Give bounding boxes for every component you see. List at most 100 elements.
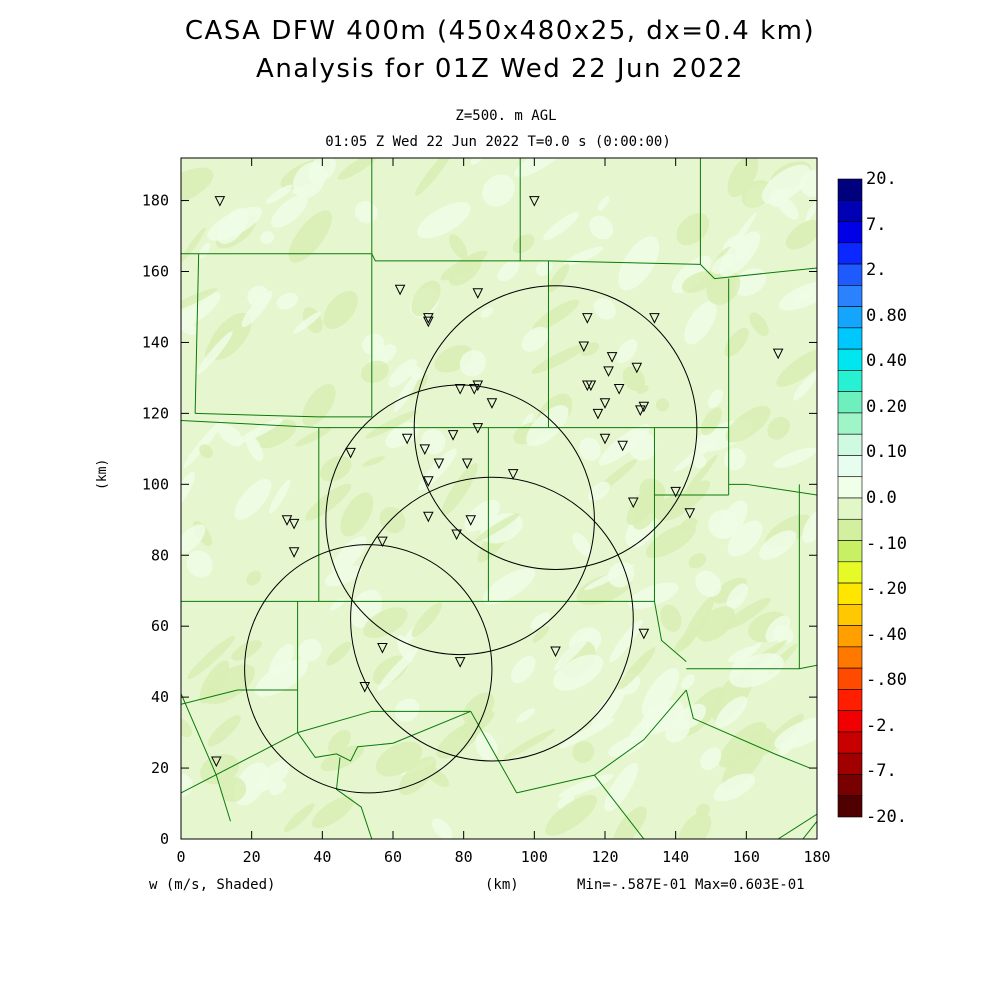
field-patch-positive bbox=[708, 389, 724, 409]
field-patch-positive bbox=[723, 448, 746, 471]
station-marker bbox=[214, 196, 226, 207]
colorbar-swatch bbox=[837, 561, 863, 584]
field-patch-negative bbox=[701, 407, 722, 436]
field-patch-positive bbox=[572, 532, 591, 557]
colorbar-label: -.40 bbox=[866, 624, 907, 645]
field-patch-positive bbox=[255, 759, 291, 792]
colorbar-swatch bbox=[837, 604, 863, 626]
field-patch-negative bbox=[572, 740, 595, 764]
station-marker bbox=[649, 313, 660, 324]
field-patch-positive bbox=[183, 419, 224, 468]
level-subtitle: Z=500. m AGL bbox=[455, 108, 557, 124]
field-patch-positive bbox=[514, 158, 566, 178]
colorbar-swatch bbox=[837, 646, 863, 669]
station-marker bbox=[772, 348, 784, 360]
county-boundary-line bbox=[774, 753, 811, 769]
field-patch-positive bbox=[324, 565, 362, 587]
colorbar-label: 7. bbox=[866, 214, 887, 235]
colorbar-swatch bbox=[837, 433, 863, 456]
station-marker bbox=[377, 642, 388, 654]
field-patch-positive bbox=[388, 358, 417, 388]
colorbar-label: -.20 bbox=[866, 579, 907, 600]
field-patch-positive bbox=[362, 333, 385, 355]
title-line-1: CASA DFW 400m (450x480x25, dx=0.4 km) bbox=[184, 16, 816, 46]
field-patch-negative bbox=[455, 710, 495, 740]
station-marker bbox=[394, 284, 406, 296]
station-marker bbox=[592, 408, 604, 420]
field-patch-positive bbox=[729, 653, 784, 688]
field-patch-negative bbox=[181, 717, 193, 737]
colorbar-swatch bbox=[837, 263, 863, 286]
field-patch-negative bbox=[645, 523, 696, 559]
colorbar-swatch bbox=[837, 731, 863, 754]
axis-ticks: 0 20 40 60 80 100 120 140 160 180 0 20 40 60 80 100 120 1… bbox=[142, 158, 831, 866]
colorbar-label: -7. bbox=[866, 761, 897, 782]
station-marker bbox=[684, 508, 696, 519]
colorbar-label: -2. bbox=[866, 715, 897, 736]
field-patch-negative bbox=[365, 410, 417, 439]
field-patch-positive bbox=[640, 700, 684, 735]
field-patch-positive bbox=[207, 206, 263, 241]
station-marker bbox=[606, 352, 618, 363]
field-patch-positive bbox=[591, 688, 625, 730]
field-patch-negative bbox=[407, 375, 429, 398]
field-patch-negative bbox=[727, 158, 759, 198]
field-patch-negative bbox=[288, 210, 332, 263]
colorbar-swatch bbox=[837, 455, 863, 478]
station-marker bbox=[359, 681, 371, 693]
field-patch-negative bbox=[320, 745, 364, 772]
colorbar-swatch bbox=[837, 625, 863, 648]
field-patch-negative bbox=[672, 480, 711, 514]
station-marker bbox=[627, 497, 639, 509]
field-patch-negative bbox=[398, 756, 437, 796]
x-tick-label: 180 bbox=[803, 848, 830, 866]
field-patch-positive bbox=[482, 174, 515, 207]
y-tick-label: 180 bbox=[142, 192, 169, 210]
field-patch-negative bbox=[231, 640, 262, 661]
colorbar-label: 0.20 bbox=[866, 396, 907, 417]
field-patch-negative bbox=[323, 290, 358, 329]
field-patch-negative bbox=[326, 641, 352, 666]
field-patch-negative bbox=[200, 753, 240, 785]
station-marker bbox=[631, 362, 643, 374]
station-marker bbox=[670, 486, 681, 498]
field-patch-positive bbox=[254, 659, 308, 697]
colorbar-label: -.80 bbox=[866, 670, 907, 691]
field-patch-negative bbox=[254, 419, 297, 449]
field-patch-positive bbox=[681, 674, 695, 690]
colorbar-swatch bbox=[837, 752, 863, 775]
county-boundary-line bbox=[392, 710, 471, 744]
w-field-shading bbox=[181, 158, 817, 839]
colorbar-swatch bbox=[837, 348, 863, 371]
y-tick-label: 140 bbox=[142, 333, 169, 351]
colorbar-swatch bbox=[837, 242, 863, 265]
field-patch-negative bbox=[681, 271, 716, 293]
county-boundary-line bbox=[777, 813, 817, 839]
field-patch-negative bbox=[617, 647, 656, 691]
field-patch-positive bbox=[558, 774, 614, 798]
field-patch-positive bbox=[715, 696, 748, 728]
county-boundary-line bbox=[594, 689, 687, 776]
field-patch-negative bbox=[305, 483, 352, 521]
station-marker bbox=[585, 380, 597, 392]
field-patch-negative bbox=[199, 444, 213, 459]
field-patch-positive bbox=[616, 339, 638, 364]
field-patch-positive bbox=[778, 281, 817, 311]
x-tick-label: 160 bbox=[733, 848, 760, 866]
field-patch-negative bbox=[749, 312, 769, 337]
field-patch-negative bbox=[532, 625, 550, 643]
field-patch-positive bbox=[393, 373, 419, 413]
colorbar-swatch bbox=[837, 795, 863, 818]
field-patch-negative bbox=[440, 250, 488, 281]
field-patch-positive bbox=[593, 297, 616, 320]
x-tick-label: 60 bbox=[384, 848, 402, 866]
y-tick-label: 100 bbox=[142, 475, 169, 493]
county-boundary-line bbox=[548, 260, 701, 265]
field-patch-positive bbox=[773, 447, 817, 468]
field-patch-positive bbox=[530, 612, 551, 630]
station-marker bbox=[599, 433, 611, 445]
field-patch-positive bbox=[271, 194, 308, 228]
field-patch-positive bbox=[298, 638, 322, 662]
field-patch-negative bbox=[725, 406, 771, 443]
